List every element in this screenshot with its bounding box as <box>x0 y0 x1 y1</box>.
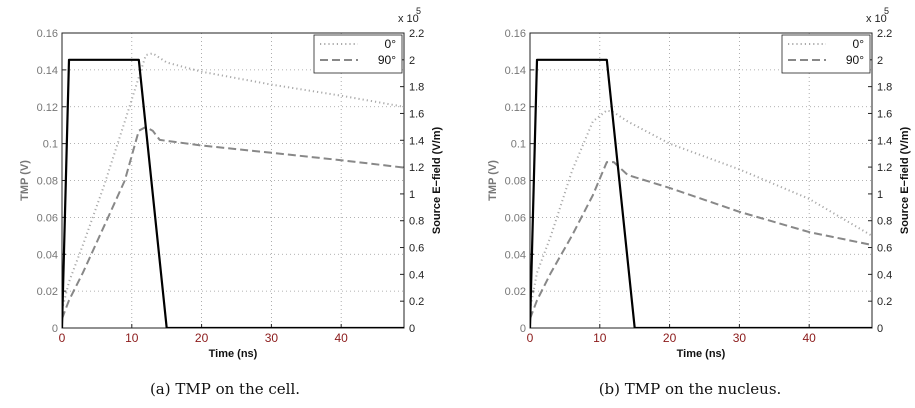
x-tick-label: 20 <box>663 331 677 345</box>
y-right-tick-label: 0.6 <box>877 243 892 255</box>
x-tick-label: 40 <box>335 331 349 345</box>
y-right-tick-label: 0.2 <box>877 296 892 308</box>
y-right-tick-label: 2.2 <box>409 28 424 40</box>
y-right-tick-label: 2 <box>409 55 415 67</box>
y-right-tick-label: 1.6 <box>877 108 892 120</box>
plot-frame <box>529 32 873 329</box>
series-line-1 <box>530 161 872 320</box>
y-right-tick-label: 0.2 <box>409 296 424 308</box>
y-left-tick-label: 0.14 <box>505 65 526 77</box>
series-line-1 <box>62 126 404 320</box>
y-left-tick-label: 0.04 <box>505 249 526 261</box>
y-right-tick-label: 0 <box>409 323 415 335</box>
y-right-axis-label: Source E−field (V/m) <box>899 127 911 235</box>
y-right-tick-label: 0.8 <box>877 216 892 228</box>
y-right-tick-label: 1.8 <box>409 82 424 94</box>
right-axis-exponent: x 10 <box>866 13 887 25</box>
legend-label: 0° <box>853 37 865 51</box>
x-axis-label: Time (ns) <box>677 348 726 360</box>
y-right-tick-label: 1.8 <box>877 82 892 94</box>
y-left-tick-label: 0.02 <box>37 286 58 298</box>
x-tick-label: 10 <box>593 331 607 345</box>
y-right-tick-label: 2.2 <box>877 28 892 40</box>
y-left-tick-label: 0 <box>520 323 526 335</box>
y-right-tick-label: 0.4 <box>877 269 892 281</box>
y-left-tick-label: 0.14 <box>37 65 58 77</box>
y-right-tick-label: 0.4 <box>409 269 424 281</box>
legend-label: 90° <box>846 53 864 67</box>
legend-label: 0° <box>385 37 397 51</box>
y-left-tick-label: 0.08 <box>505 176 526 188</box>
x-tick-label: 10 <box>125 331 139 345</box>
x-tick-label: 30 <box>733 331 747 345</box>
series-line-0 <box>62 52 404 310</box>
y-right-tick-label: 1.4 <box>409 135 424 147</box>
y-right-tick-label: 1.2 <box>877 162 892 174</box>
y-right-tick-label: 1.6 <box>409 108 424 120</box>
right-axis-exponent: x 10 <box>398 13 419 25</box>
legend-label: 90° <box>378 53 396 67</box>
y-right-tick-label: 0 <box>877 323 883 335</box>
x-tick-label: 0 <box>527 331 534 345</box>
y-left-tick-label: 0.08 <box>37 176 58 188</box>
y-left-tick-label: 0.04 <box>37 249 58 261</box>
y-left-tick-label: 0.16 <box>37 28 58 40</box>
series-line-2 <box>530 58 872 328</box>
x-tick-label: 40 <box>803 331 817 345</box>
y-left-tick-label: 0 <box>52 323 58 335</box>
y-left-axis-label: TMP (V) <box>19 160 31 201</box>
y-left-tick-label: 0.16 <box>505 28 526 40</box>
series-line-0 <box>530 109 872 310</box>
x-tick-label: 20 <box>195 331 209 345</box>
y-left-tick-label: 0.06 <box>505 212 526 224</box>
legend-box <box>781 34 871 74</box>
y-left-tick-label: 0.1 <box>43 139 58 151</box>
y-left-tick-label: 0.02 <box>505 286 526 298</box>
plot-frame <box>61 32 405 329</box>
y-right-tick-label: 1 <box>877 189 883 201</box>
y-left-tick-label: 0.12 <box>505 102 526 114</box>
y-left-tick-label: 0.1 <box>511 139 526 151</box>
legend-box <box>313 34 403 74</box>
y-right-tick-label: 0.6 <box>409 243 424 255</box>
series-line-2 <box>62 58 404 328</box>
x-axis-label: Time (ns) <box>209 348 258 360</box>
panel-a: 0 10 20 30 4000.020.040.060.080.10.120.140.1… <box>19 6 443 360</box>
y-right-axis-label: Source E−field (V/m) <box>431 127 443 235</box>
y-right-tick-label: 0.8 <box>409 216 424 228</box>
x-tick-label: 0 <box>59 331 66 345</box>
y-right-tick-label: 1.2 <box>409 162 424 174</box>
y-right-tick-label: 1.4 <box>877 135 892 147</box>
right-axis-exponent-power: 5 <box>416 6 421 16</box>
y-left-axis-label: TMP (V) <box>487 160 499 201</box>
caption-b: (b) TMP on the nucleus. <box>598 380 782 398</box>
right-axis-exponent-power: 5 <box>884 6 889 16</box>
y-right-tick-label: 1 <box>409 189 415 201</box>
y-right-tick-label: 2 <box>877 55 883 67</box>
y-left-tick-label: 0.06 <box>37 212 58 224</box>
x-tick-label: 30 <box>265 331 279 345</box>
caption-a: (a) TMP on the cell. <box>149 380 301 398</box>
panel-b: 0 10 20 30 4000.020.040.060.080.10.120.140.1… <box>487 6 911 360</box>
y-left-tick-label: 0.12 <box>37 102 58 114</box>
